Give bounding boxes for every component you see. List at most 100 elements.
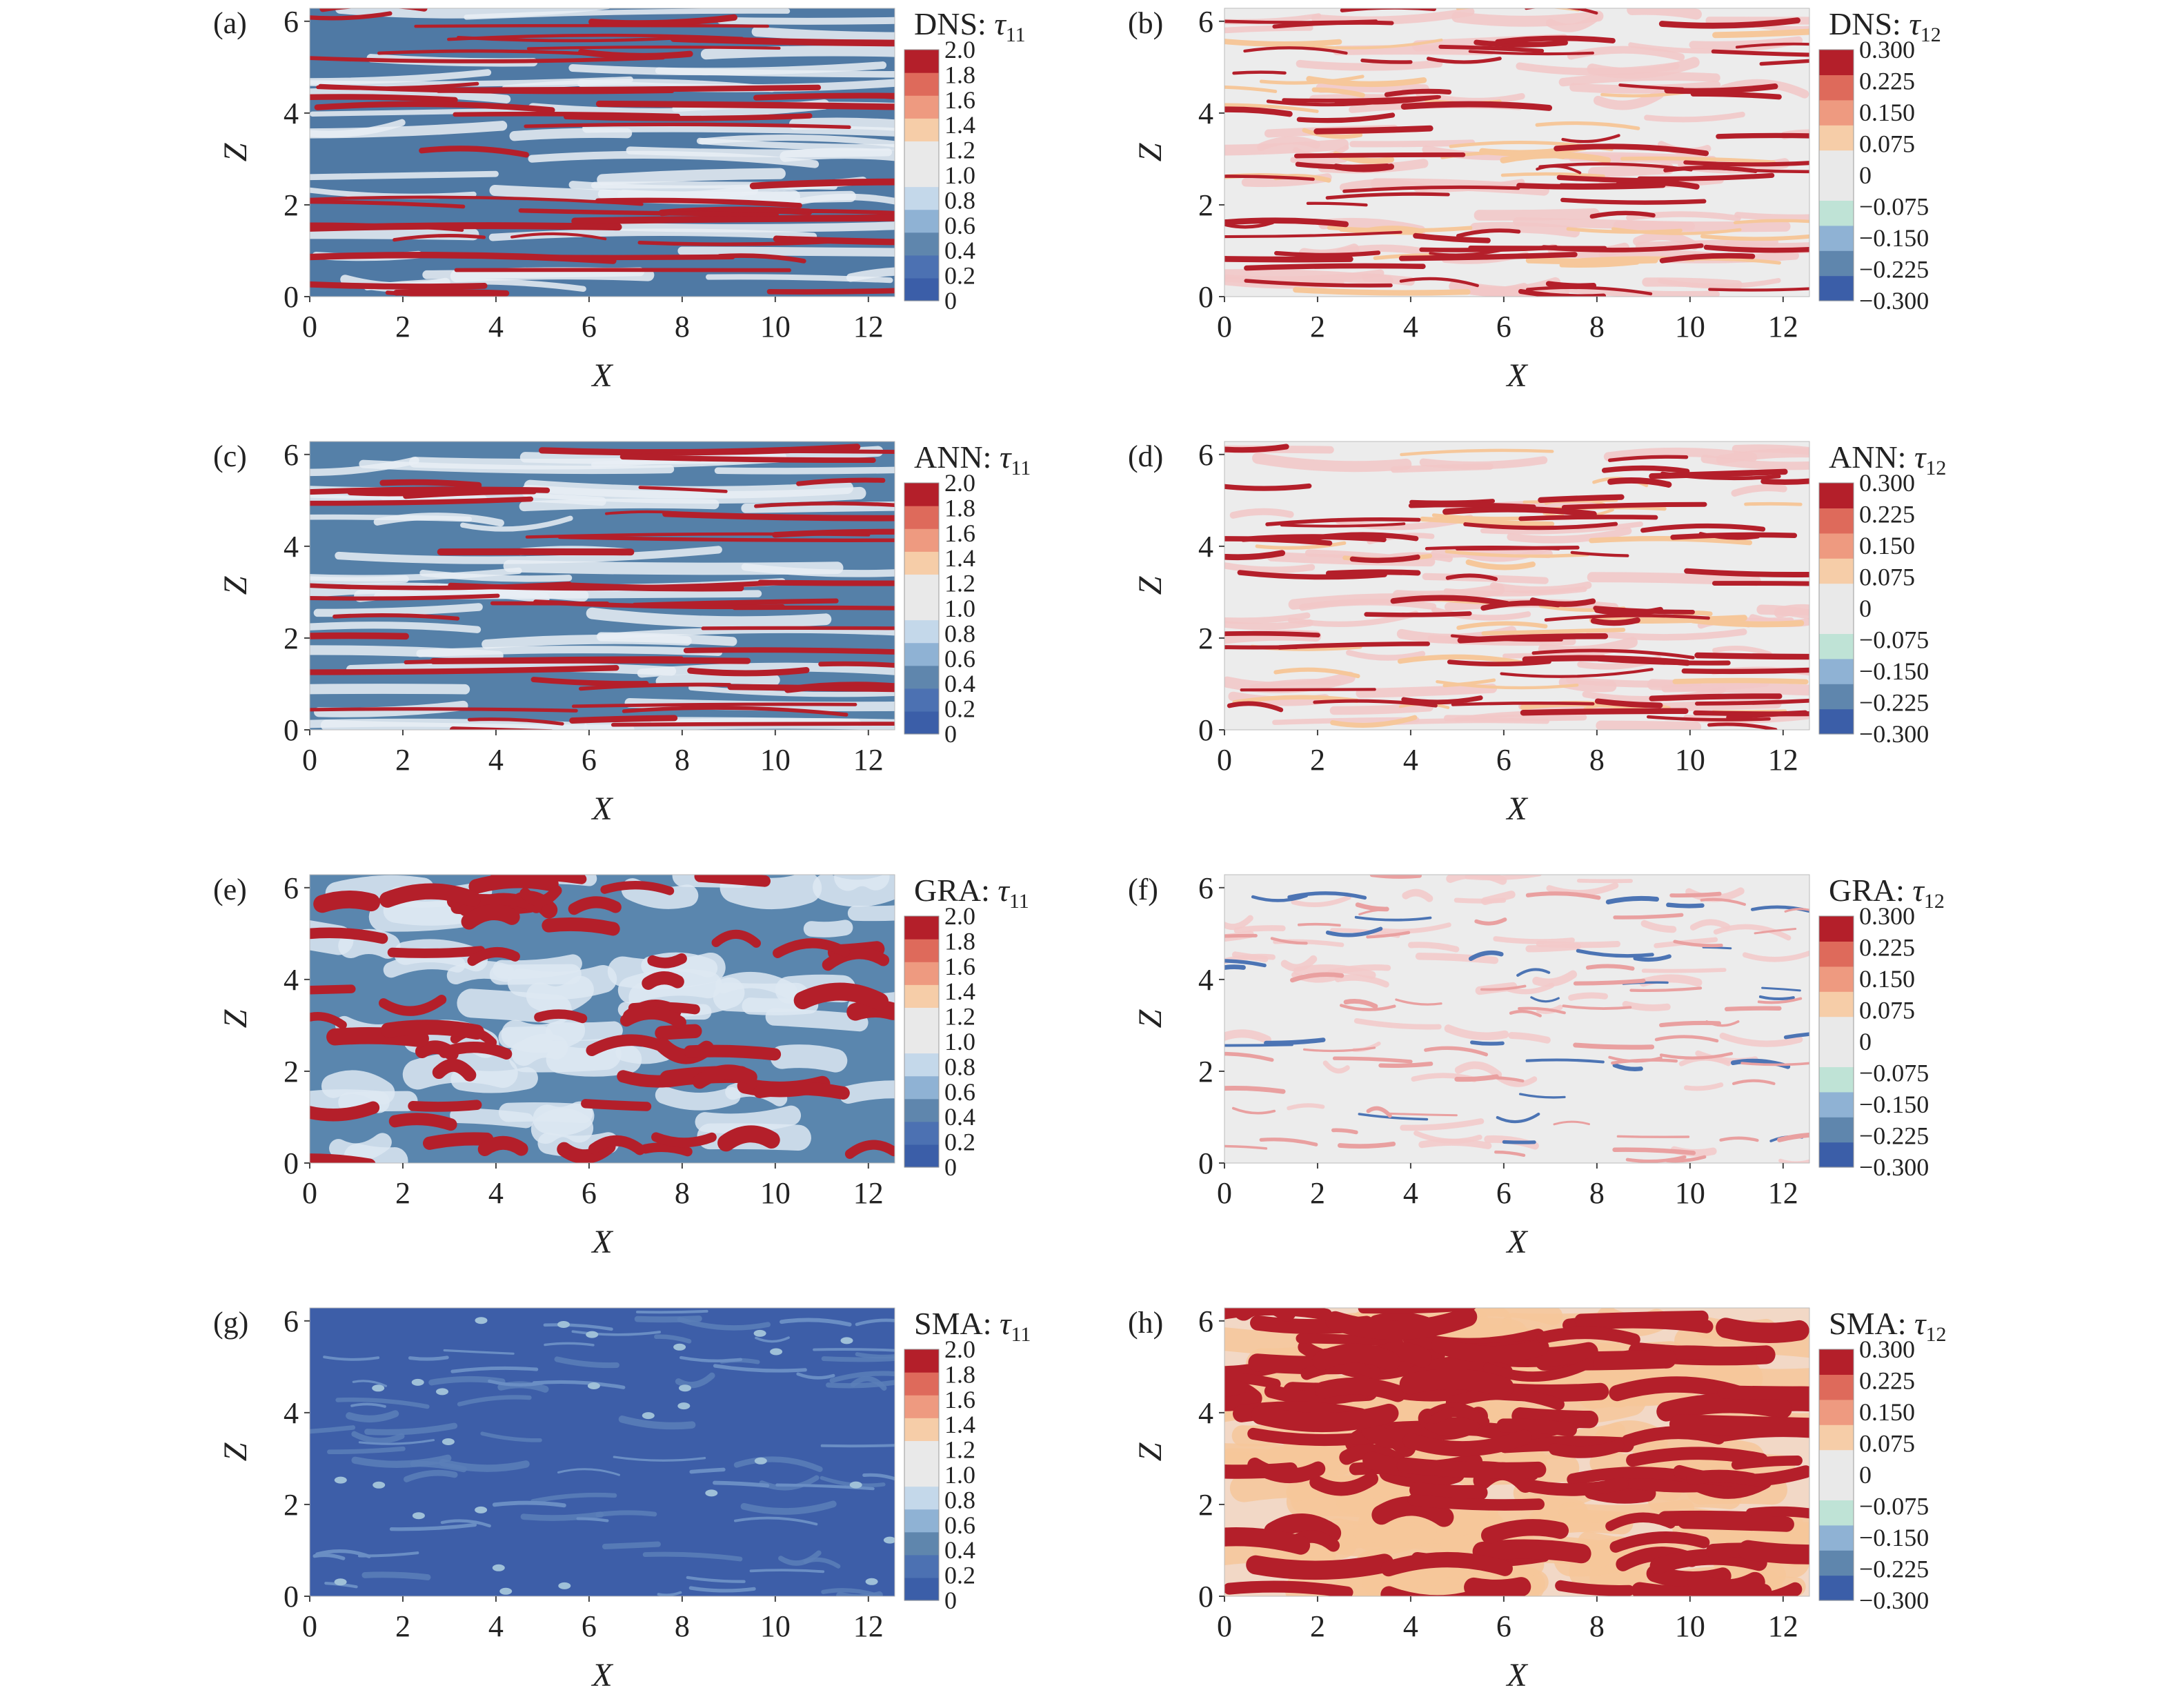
field-streak-light xyxy=(1732,444,1809,455)
colorbar-tick-label: 2.0 xyxy=(944,902,975,930)
field-spot xyxy=(492,1564,505,1571)
field-streak xyxy=(1224,536,1333,546)
field-streak-light xyxy=(1596,720,1702,730)
field-streak xyxy=(1516,182,1666,190)
field-streak xyxy=(1702,165,1809,174)
colorbar-tick-label: 0.6 xyxy=(944,212,975,239)
field-streak-light xyxy=(637,662,895,678)
y-tick-label: 6 xyxy=(284,871,299,905)
field-streak xyxy=(440,1519,491,1528)
colorbar-frame xyxy=(1818,49,1854,301)
field-streak-accent xyxy=(1525,1058,1605,1064)
x-tick-label: 8 xyxy=(1589,1176,1605,1210)
field-streak-light xyxy=(509,128,633,141)
field-streak-light xyxy=(821,1356,895,1362)
field-streak xyxy=(1398,252,1578,261)
colorbar-frame xyxy=(904,482,940,735)
field-streak xyxy=(793,982,889,1011)
y-tick-label: 4 xyxy=(284,1396,299,1430)
colorbar-segment xyxy=(904,1509,939,1533)
field-streak-light xyxy=(628,977,745,1017)
field-streak xyxy=(1684,568,1809,577)
field-streak xyxy=(1282,95,1440,103)
field-streak xyxy=(379,995,447,1016)
field-streak-light xyxy=(335,1397,430,1409)
field-streak-light xyxy=(1719,1033,1803,1047)
colorbar-segment xyxy=(1819,1016,1854,1042)
field-streak xyxy=(310,281,488,290)
y-tick-label: 0 xyxy=(284,713,299,747)
field-streak xyxy=(1395,998,1442,1006)
field-streak xyxy=(1224,1085,1286,1094)
field-streak-light xyxy=(1407,942,1460,953)
field-streak xyxy=(1332,1056,1413,1064)
field-streak-accent xyxy=(1672,677,1809,685)
field-streak xyxy=(683,647,895,655)
field-streak-light xyxy=(310,684,470,695)
field-streak xyxy=(1294,152,1466,159)
field-streak xyxy=(1703,244,1809,253)
colorbar-segment xyxy=(904,141,939,165)
colorbar-segment xyxy=(904,50,939,73)
field-streak-accent xyxy=(1306,76,1427,88)
field-streak-light xyxy=(1742,950,1809,962)
x-axis-label: X xyxy=(591,357,613,394)
field-streak xyxy=(1231,1106,1276,1115)
field-streak xyxy=(717,253,806,264)
field-streak xyxy=(1224,217,1349,228)
colorbar-tick-label: 0.150 xyxy=(1859,1398,1915,1426)
field-streak xyxy=(1474,39,1568,48)
field-streak-light xyxy=(1513,217,1695,231)
field-streak xyxy=(488,1379,546,1387)
colorbar-segment xyxy=(1819,175,1854,201)
field-streak xyxy=(1264,1513,1342,1543)
field-streak xyxy=(1664,83,1778,95)
colorbar-segment xyxy=(1819,1374,1854,1400)
panel-title-subscript: 11 xyxy=(1009,890,1029,913)
panel-label: (g) xyxy=(213,1306,248,1340)
x-tick-label: 2 xyxy=(1310,1609,1325,1643)
field-spot xyxy=(475,1317,488,1324)
field-spot xyxy=(436,1388,448,1396)
panel-label: (b) xyxy=(1128,6,1163,40)
panel-title: SMA: τ11 xyxy=(914,1306,1031,1346)
field-streak xyxy=(1695,698,1809,706)
field-streak xyxy=(1314,1377,1407,1402)
heatmap-field xyxy=(1224,875,1809,1163)
field-spot xyxy=(499,1587,513,1595)
x-tick-label: 0 xyxy=(1217,1609,1232,1643)
field-streak-light xyxy=(1712,646,1772,657)
colorbar-segment xyxy=(1819,275,1854,301)
field-streak xyxy=(796,477,886,486)
x-axis-label: X xyxy=(1505,357,1528,394)
field-streak xyxy=(310,1012,347,1029)
field-streak xyxy=(1496,1418,1577,1437)
field-streak-light xyxy=(361,1571,431,1580)
field-streak xyxy=(1549,1440,1625,1458)
field-streak xyxy=(1784,908,1809,913)
field-streak xyxy=(581,1099,652,1111)
field-streak xyxy=(563,113,813,121)
y-tick-label: 6 xyxy=(1198,5,1213,39)
field-streak xyxy=(1659,1020,1721,1028)
field-streak xyxy=(684,1044,782,1061)
field-streak xyxy=(310,94,458,103)
field-streak-accent xyxy=(1496,1112,1540,1124)
field-streak xyxy=(1445,573,1498,582)
colorbar: 00.20.40.60.81.01.21.41.61.82.0 xyxy=(904,1335,975,1614)
field-streak-accent xyxy=(1420,516,1555,527)
field-streak-light xyxy=(765,1008,869,1032)
field-spot xyxy=(475,1506,488,1513)
field-streak xyxy=(1333,163,1395,172)
field-streak xyxy=(1342,185,1520,193)
colorbar-segment xyxy=(904,984,939,1008)
colorbar-segment xyxy=(904,506,939,529)
field-streak xyxy=(619,1006,686,1029)
x-tick-label: 0 xyxy=(1217,743,1232,777)
colorbar-tick-label: −0.075 xyxy=(1859,1493,1929,1520)
field-streak-accent xyxy=(1589,535,1753,546)
field-streak-light xyxy=(1224,619,1313,630)
colorbar-frame xyxy=(1818,482,1854,735)
